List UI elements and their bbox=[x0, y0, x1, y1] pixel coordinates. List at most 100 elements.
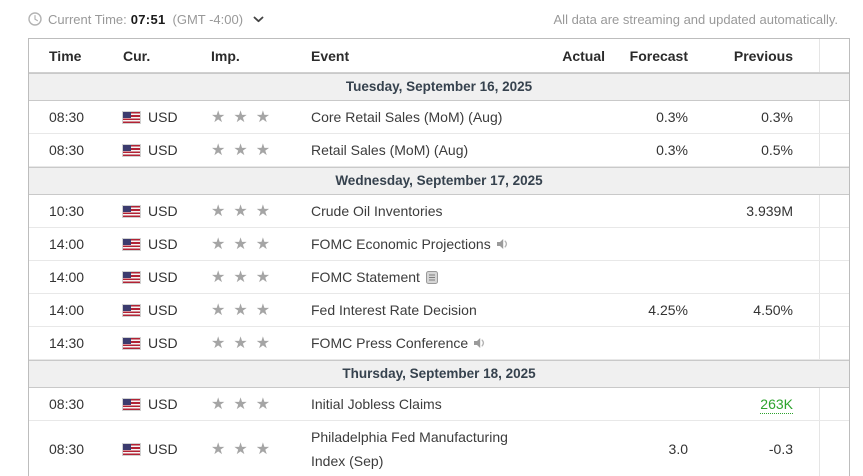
event-name[interactable]: Initial Jobless Claims bbox=[311, 396, 442, 412]
event-time: 14:00 bbox=[49, 302, 85, 318]
day-header: Thursday, September 18, 2025 bbox=[29, 360, 849, 388]
event-name[interactable]: FOMC Press Conference bbox=[311, 335, 469, 351]
day-header-label: Wednesday, September 17, 2025 bbox=[335, 173, 543, 188]
importance-cell: ★★★ bbox=[199, 439, 309, 459]
previous-value-link[interactable]: 263K bbox=[760, 396, 793, 414]
row-spacer bbox=[819, 261, 849, 293]
day-header: Wednesday, September 17, 2025 bbox=[29, 167, 849, 195]
column-header-event: Event bbox=[311, 47, 350, 64]
row-spacer bbox=[819, 388, 849, 420]
importance-cell: ★★★ bbox=[199, 267, 309, 287]
currency-label: USD bbox=[148, 109, 178, 125]
table-row: 08:30 USD ★★★ Retail Sales (MoM) (Aug) 0.3% 0… bbox=[29, 134, 849, 167]
event-name[interactable]: Crude Oil Inventories bbox=[311, 203, 443, 219]
table-row: 14:00 USD ★★★ FOMC Statement bbox=[29, 261, 849, 294]
table-body: Tuesday, September 16, 2025 08:30 USD ★★★ Co… bbox=[29, 73, 849, 476]
importance-stars: ★★★ bbox=[211, 335, 279, 352]
importance-stars: ★★★ bbox=[211, 441, 279, 458]
chevron-down-icon[interactable] bbox=[253, 16, 264, 23]
forecast-value: 4.25% bbox=[648, 302, 688, 318]
us-flag-icon bbox=[123, 144, 140, 156]
previous-value: 3.939M bbox=[746, 203, 793, 219]
event-time: 14:00 bbox=[49, 236, 85, 252]
event-name[interactable]: Core Retail Sales (MoM) (Aug) bbox=[311, 109, 503, 125]
importance-stars: ★★★ bbox=[211, 203, 279, 220]
us-flag-icon bbox=[123, 271, 140, 283]
event-time: 08:30 bbox=[49, 396, 85, 412]
event-cell: Crude Oil Inventories bbox=[309, 195, 535, 227]
previous-value: 4.50% bbox=[753, 302, 793, 318]
event-name[interactable]: FOMC Statement bbox=[311, 269, 420, 285]
event-cell: Core Retail Sales (MoM) (Aug) bbox=[309, 101, 535, 133]
event-cell: Fed Interest Rate Decision bbox=[309, 294, 535, 326]
importance-stars: ★★★ bbox=[211, 302, 279, 319]
row-spacer bbox=[819, 327, 849, 359]
event-cell: Initial Jobless Claims bbox=[309, 388, 535, 420]
day-header: Tuesday, September 16, 2025 bbox=[29, 73, 849, 101]
importance-cell: ★★★ bbox=[199, 333, 309, 353]
current-time-value: 07:51 bbox=[130, 11, 166, 27]
timezone-label: (GMT -4:00) bbox=[172, 11, 244, 27]
economic-calendar-table: Time Cur. Imp. Event Actual Forecast Pre… bbox=[28, 38, 850, 476]
table-row: 14:00 USD ★★★ Fed Interest Rate Decision 4.2… bbox=[29, 294, 849, 327]
currency-label: USD bbox=[148, 335, 178, 351]
event-name[interactable]: Philadelphia Fed Manufacturing Index (Se… bbox=[311, 429, 508, 469]
speaker-icon bbox=[474, 337, 487, 349]
column-header-previous: Previous bbox=[733, 47, 793, 64]
day-header-label: Thursday, September 18, 2025 bbox=[342, 366, 536, 381]
table-row: 10:30 USD ★★★ Crude Oil Inventories 3.939M bbox=[29, 195, 849, 228]
importance-stars: ★★★ bbox=[211, 269, 279, 286]
clock-icon bbox=[28, 12, 42, 26]
event-currency: USD bbox=[117, 109, 199, 125]
current-time-group: Current Time: 07:51 (GMT -4:00) bbox=[28, 12, 264, 27]
us-flag-icon bbox=[123, 304, 140, 316]
currency-label: USD bbox=[148, 269, 178, 285]
event-time: 08:30 bbox=[49, 441, 85, 457]
day-header-label: Tuesday, September 16, 2025 bbox=[345, 79, 533, 94]
us-flag-icon bbox=[123, 205, 140, 217]
importance-stars: ★★★ bbox=[211, 396, 279, 413]
previous-value: 0.5% bbox=[761, 142, 793, 158]
event-cell: Retail Sales (MoM) (Aug) bbox=[309, 134, 535, 166]
currency-label: USD bbox=[148, 441, 178, 457]
column-header-forecast: Forecast bbox=[629, 47, 688, 64]
us-flag-icon bbox=[123, 398, 140, 410]
report-icon bbox=[425, 270, 438, 284]
us-flag-icon bbox=[123, 238, 140, 250]
event-currency: USD bbox=[117, 203, 199, 219]
forecast-value: 3.0 bbox=[668, 441, 688, 457]
currency-label: USD bbox=[148, 302, 178, 318]
row-spacer bbox=[819, 195, 849, 227]
column-header-cur: Cur. bbox=[123, 47, 151, 64]
current-time-label: Current Time: bbox=[48, 11, 127, 27]
previous-value: -0.3 bbox=[768, 441, 793, 457]
table-row: 08:30 USD ★★★ Philadelphia Fed Manufacturin… bbox=[29, 421, 849, 476]
row-spacer bbox=[819, 134, 849, 166]
table-row: 14:30 USD ★★★ FOMC Press Conference bbox=[29, 327, 849, 360]
event-currency: USD bbox=[117, 142, 199, 158]
event-name[interactable]: FOMC Economic Projections bbox=[311, 236, 491, 252]
table-row: 14:00 USD ★★★ FOMC Economic Projections bbox=[29, 228, 849, 261]
event-currency: USD bbox=[117, 396, 199, 412]
event-currency: USD bbox=[117, 269, 199, 285]
us-flag-icon bbox=[123, 111, 140, 123]
event-cell: FOMC Press Conference bbox=[309, 327, 535, 359]
column-header-imp: Imp. bbox=[211, 47, 240, 64]
event-name[interactable]: Fed Interest Rate Decision bbox=[311, 302, 477, 318]
importance-stars: ★★★ bbox=[211, 142, 279, 159]
previous-value: 0.3% bbox=[761, 109, 793, 125]
importance-cell: ★★★ bbox=[199, 394, 309, 414]
importance-cell: ★★★ bbox=[199, 140, 309, 160]
row-spacer bbox=[819, 421, 849, 476]
speaker-icon bbox=[496, 238, 510, 250]
importance-cell: ★★★ bbox=[199, 300, 309, 320]
importance-stars: ★★★ bbox=[211, 236, 279, 253]
us-flag-icon bbox=[123, 443, 140, 455]
event-time: 10:30 bbox=[49, 203, 85, 219]
streaming-note: All data are streaming and updated autom… bbox=[553, 11, 838, 27]
event-name[interactable]: Retail Sales (MoM) (Aug) bbox=[311, 142, 469, 158]
event-currency: USD bbox=[117, 441, 199, 457]
currency-label: USD bbox=[148, 236, 178, 252]
forecast-value: 0.3% bbox=[656, 142, 688, 158]
